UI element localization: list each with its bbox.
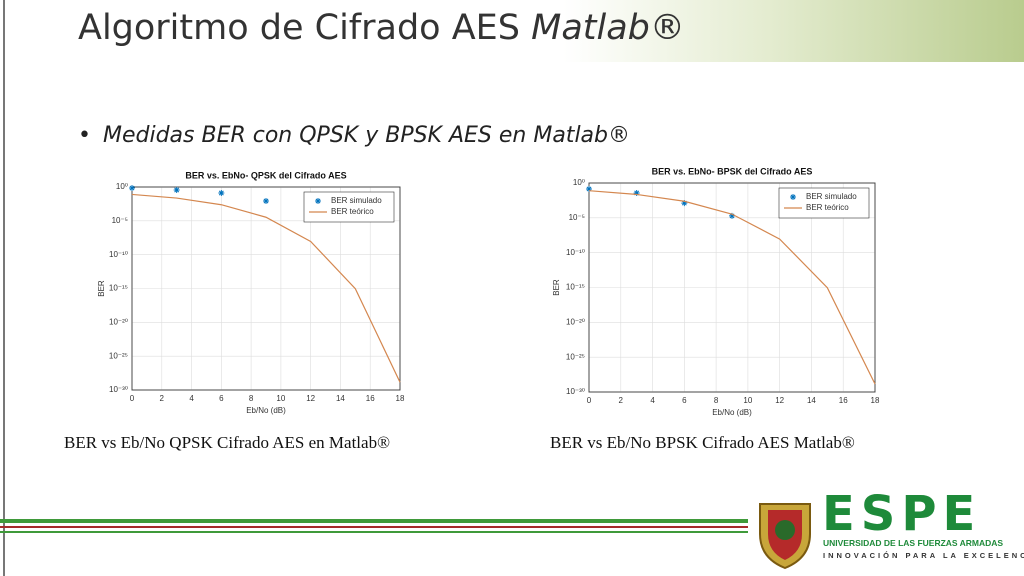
x-tick-label: 2 bbox=[619, 396, 624, 405]
y-tick-label: 10⁰ bbox=[573, 178, 585, 187]
x-tick-label: 0 bbox=[130, 394, 135, 403]
x-tick-label: 0 bbox=[587, 396, 592, 405]
x-tick-label: 6 bbox=[219, 394, 224, 403]
x-tick-label: 8 bbox=[249, 394, 254, 403]
y-tick-label: 10⁻⁵ bbox=[569, 213, 585, 222]
chart-title: BER vs. EbNo- QPSK del Cifrado AES bbox=[185, 170, 346, 180]
caption: BER vs Eb/No QPSK Cifrado AES en Matlab® bbox=[64, 433, 390, 452]
x-tick-label: 10 bbox=[276, 394, 285, 403]
y-axis-label: BER bbox=[97, 280, 106, 297]
x-tick-label: 4 bbox=[189, 394, 194, 403]
x-tick-label: 6 bbox=[682, 396, 687, 405]
y-tick-label: 10⁻²⁵ bbox=[566, 352, 585, 361]
x-tick-label: 16 bbox=[366, 394, 375, 403]
x-tick-label: 8 bbox=[714, 396, 719, 405]
legend-box bbox=[303, 191, 395, 223]
y-tick-label: 10⁻³⁰ bbox=[566, 387, 585, 396]
plot-frame bbox=[588, 182, 876, 393]
legend-label: BER teórico bbox=[806, 203, 849, 212]
y-tick-label: 10⁻¹⁵ bbox=[109, 284, 128, 293]
y-axis-label: BER bbox=[552, 279, 561, 296]
chart-title: BER vs. EbNo- BPSK del Cifrado AES bbox=[652, 166, 813, 176]
x-tick-label: 18 bbox=[871, 396, 880, 405]
title-emphasis: Matlab® bbox=[531, 8, 685, 48]
logo-shield bbox=[759, 503, 811, 570]
x-tick-label: 2 bbox=[160, 394, 165, 403]
data-point bbox=[263, 198, 269, 205]
legend-label: BER teórico bbox=[331, 207, 374, 216]
plot-frame bbox=[131, 186, 401, 391]
data-point bbox=[218, 189, 225, 196]
emblem bbox=[775, 520, 795, 540]
title-text: Algoritmo de Cifrado AES bbox=[78, 8, 520, 48]
y-tick-label: 10⁻²⁵ bbox=[109, 351, 128, 360]
data-point bbox=[129, 185, 135, 192]
bullet-text: Medidas BER con QPSK y BPSK AES en Matla… bbox=[102, 123, 630, 148]
data-point bbox=[173, 187, 180, 194]
bullet: Medidas BER con QPSK y BPSK AES en Matla… bbox=[78, 123, 630, 148]
x-tick-label: 12 bbox=[775, 396, 784, 405]
x-axis-label: Eb/No (dB) bbox=[246, 406, 286, 415]
border bbox=[3, 0, 5, 576]
y-tick-label: 10⁻¹⁰ bbox=[109, 250, 128, 259]
x-tick-label: 18 bbox=[396, 394, 405, 403]
x-tick-label: 4 bbox=[650, 396, 655, 405]
y-tick-label: 10⁻²⁰ bbox=[566, 317, 585, 326]
data-line bbox=[588, 190, 876, 385]
caption: BER vs Eb/No BPSK Cifrado AES Matlab® bbox=[550, 433, 855, 452]
legend-symbol bbox=[790, 194, 796, 200]
stripe bbox=[0, 526, 748, 528]
chart: 10⁰ 10⁻⁵ 10⁻¹⁰ 10⁻¹⁵ 10⁻²⁰ 10⁻²⁵ 10⁻³⁰0 2 4 6 8 10 1… bbox=[97, 170, 405, 415]
y-tick-label: 10⁻¹⁰ bbox=[566, 248, 585, 257]
chart: 10⁰ 10⁻⁵ 10⁻¹⁰ 10⁻¹⁵ 10⁻²⁰ 10⁻²⁵ 10⁻³⁰0 2 4 6 8 10 1… bbox=[552, 166, 880, 417]
stripe bbox=[0, 531, 748, 533]
slide-title: Algoritmo de Cifrado AES Matlab® bbox=[78, 8, 685, 48]
x-tick-label: 12 bbox=[306, 394, 315, 403]
x-tick-label: 14 bbox=[807, 396, 816, 405]
y-tick-label: 10⁻²⁰ bbox=[109, 317, 128, 326]
logo-line: UNIVERSIDAD DE LAS FUERZAS ARMADAS bbox=[823, 538, 1004, 548]
y-tick-label: 10⁰ bbox=[116, 182, 128, 191]
logo-line: INNOVACIÓN PARA LA EXCELENCIA bbox=[823, 551, 1024, 560]
data-point bbox=[729, 212, 735, 219]
x-axis-label: Eb/No (dB) bbox=[712, 408, 752, 417]
data-point bbox=[681, 200, 688, 207]
logo-name: ESPE bbox=[822, 486, 982, 542]
y-tick-label: 10⁻⁵ bbox=[112, 216, 128, 225]
x-tick-label: 14 bbox=[336, 394, 345, 403]
legend-symbol bbox=[315, 198, 321, 204]
legend-label: BER simulado bbox=[806, 192, 857, 201]
legend-box bbox=[778, 187, 870, 219]
x-tick-label: 16 bbox=[839, 396, 848, 405]
stripe bbox=[0, 519, 748, 523]
legend-label: BER simulado bbox=[331, 196, 382, 205]
title-bar bbox=[0, 0, 1024, 62]
x-tick-label: 10 bbox=[743, 396, 752, 405]
data-point bbox=[586, 185, 592, 192]
y-tick-label: 10⁻¹⁵ bbox=[566, 283, 585, 292]
data-point bbox=[633, 189, 640, 196]
y-tick-label: 10⁻³⁰ bbox=[109, 385, 128, 394]
data-line bbox=[131, 193, 401, 383]
